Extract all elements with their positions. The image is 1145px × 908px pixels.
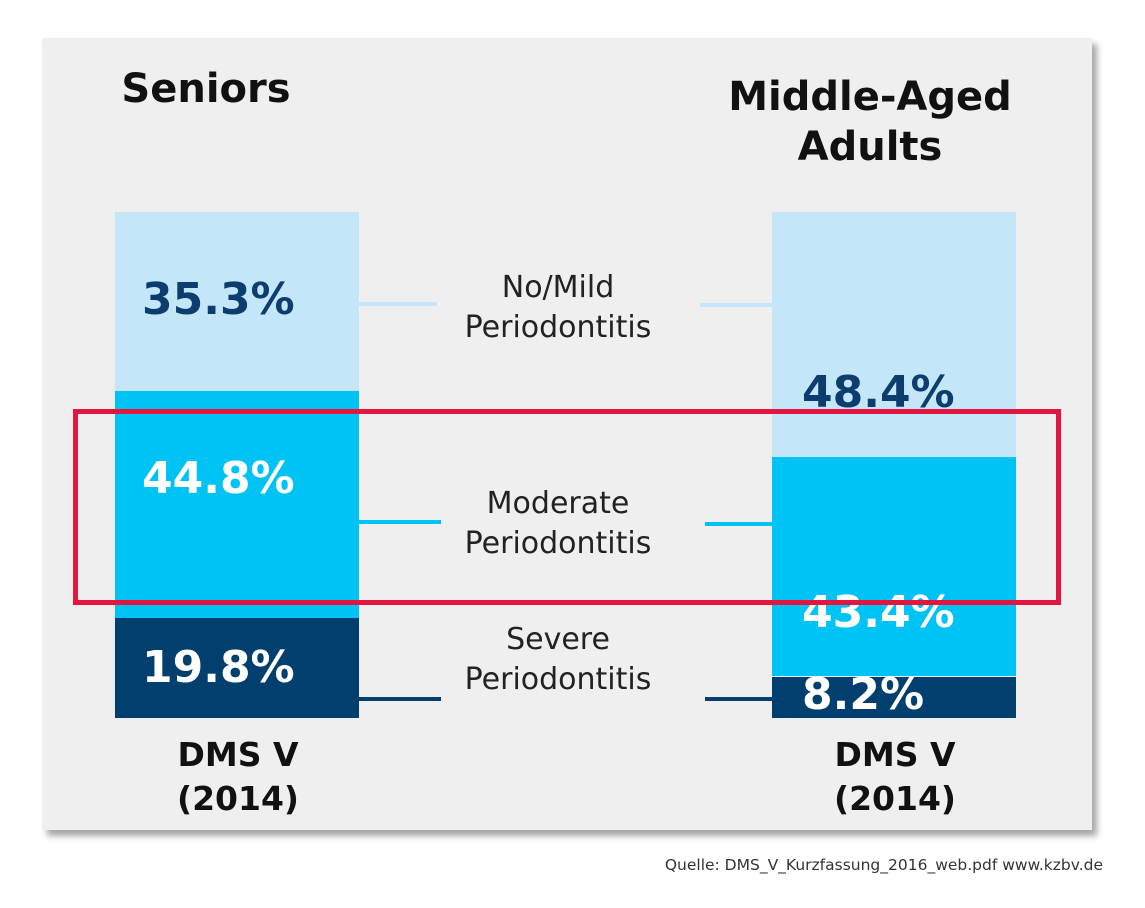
legend-severe-periodontitis-line1: Severe <box>506 622 610 657</box>
legend-moderate-periodontitis-line2: Periodontitis <box>464 526 652 561</box>
seniors-title: Seniors <box>96 64 316 114</box>
bar-middle-aged-adults-no-mild-periodontitis <box>772 212 1016 457</box>
value-label-middle-aged-adults-severe-periodontitis: 8.2% <box>802 669 925 721</box>
seniors-title-text: Seniors <box>121 66 291 112</box>
connector-right-severe-periodontitis <box>705 697 772 701</box>
connector-left-no-mild-periodontitis <box>359 302 437 306</box>
middle-aged-footer: DMS V (2014) <box>765 733 1025 821</box>
bar-seniors-severe-periodontitis <box>115 617 359 718</box>
value-label-middle-aged-adults-moderate-periodontitis: 43.4% <box>802 586 955 638</box>
legend-moderate-periodontitis-line1: Moderate <box>486 486 630 521</box>
seniors-footer-line1: DMS V <box>177 735 299 774</box>
legend-no-mild-periodontitis-line1: No/Mild <box>501 270 615 305</box>
connector-left-severe-periodontitis <box>359 697 441 701</box>
connector-left-moderate-periodontitis <box>359 520 441 524</box>
bar-seniors-no-mild-periodontitis <box>115 212 359 391</box>
seniors-footer-line2: (2014) <box>176 779 299 818</box>
value-label-seniors-severe-periodontitis: 19.8% <box>142 641 295 693</box>
legend-no-mild-periodontitis-line2: Periodontitis <box>464 310 652 345</box>
moderate-highlight-box <box>73 409 1061 605</box>
bar-middle-aged-adults-severe-periodontitis <box>772 676 1016 718</box>
middle-aged-footer-line1: DMS V <box>834 735 956 774</box>
source-note: Quelle: DMS_V_Kurzfassung_2016_web.pdf w… <box>664 856 1103 874</box>
legend-moderate-periodontitis: Moderate Periodontitis <box>428 484 688 564</box>
middle-aged-title-line2: Adults <box>797 124 943 170</box>
middle-aged-title: Middle-Aged Adults <box>700 72 1040 172</box>
value-label-seniors-moderate-periodontitis: 44.8% <box>142 452 295 504</box>
bar-seniors-moderate-periodontitis <box>115 390 359 618</box>
legend-no-mild-periodontitis: No/Mild Periodontitis <box>428 268 688 348</box>
legend-severe-periodontitis: Severe Periodontitis <box>428 620 688 700</box>
connector-right-moderate-periodontitis <box>705 522 772 526</box>
legend-severe-periodontitis-line2: Periodontitis <box>464 662 652 697</box>
value-label-seniors-no-mild-periodontitis: 35.3% <box>142 274 295 325</box>
middle-aged-title-line1: Middle-Aged <box>728 74 1012 120</box>
connector-right-no-mild-periodontitis <box>700 303 772 307</box>
bar-middle-aged-adults-moderate-periodontitis <box>772 456 1016 677</box>
middle-aged-footer-line2: (2014) <box>833 779 956 818</box>
seniors-footer: DMS V (2014) <box>108 733 368 821</box>
